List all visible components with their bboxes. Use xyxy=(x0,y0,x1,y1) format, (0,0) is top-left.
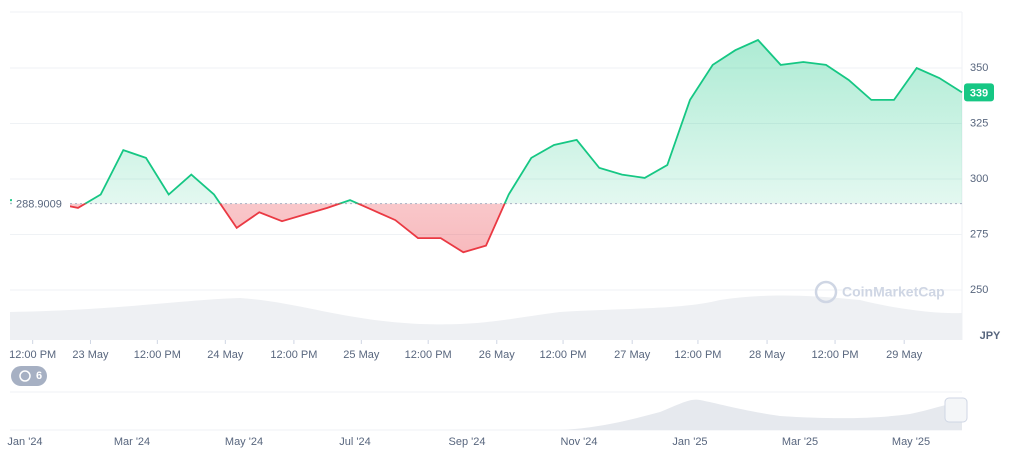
x-tick-label: 12:00 PM xyxy=(270,349,317,361)
y-tick-label: 300 xyxy=(970,173,988,185)
badge-count: 6 xyxy=(36,370,42,382)
y-tick-label: 350 xyxy=(970,62,988,74)
x-tick-label: 12:00 PM xyxy=(405,349,452,361)
navigator-label: Jul '24 xyxy=(339,436,370,448)
y-tick-label: 325 xyxy=(970,117,988,129)
x-tick-label: 27 May xyxy=(614,349,651,361)
price-badge-label: 339 xyxy=(970,87,988,99)
x-tick-label: 28 May xyxy=(749,349,786,361)
navigator-label: Sep '24 xyxy=(449,436,486,448)
navigator-label: Mar '25 xyxy=(782,436,818,448)
navigator-label: Jan '24 xyxy=(7,436,42,448)
navigator-handle[interactable] xyxy=(944,397,968,423)
badge-bg[interactable] xyxy=(11,366,47,386)
x-tick-label: 29 May xyxy=(886,349,923,361)
x-tick-label: 12:00 PM xyxy=(674,349,721,361)
baseline-label: 288.9009 xyxy=(16,199,62,211)
navigator-label: May '25 xyxy=(892,436,930,448)
y-tick-label: 250 xyxy=(970,284,988,296)
navigator-label: Jan '25 xyxy=(672,436,707,448)
x-tick-label: 12:00 PM xyxy=(134,349,181,361)
currency-label: JPY xyxy=(980,330,1001,342)
navigator-label: Nov '24 xyxy=(561,436,598,448)
navigator-area xyxy=(10,399,962,430)
watermark-logo xyxy=(814,280,838,304)
x-tick-label: 24 May xyxy=(207,349,244,361)
y-tick-label: 275 xyxy=(970,228,988,240)
navigator-label: May '24 xyxy=(225,436,263,448)
watermark: CoinMarketCap xyxy=(814,280,945,304)
price-badge xyxy=(964,83,994,102)
volume-area xyxy=(10,295,962,340)
x-tick-label: 26 May xyxy=(479,349,516,361)
x-tick-label: 12:00 PM xyxy=(812,349,859,361)
price-line xyxy=(9,38,963,254)
baseline-label-bg xyxy=(12,194,70,212)
area-down xyxy=(10,203,962,253)
watermark-text: CoinMarketCap xyxy=(842,284,945,300)
navigator-label: Mar '24 xyxy=(114,436,150,448)
x-tick-label: 25 May xyxy=(343,349,380,361)
x-tick-label: 23 May xyxy=(72,349,109,361)
area-up xyxy=(10,40,962,204)
x-tick-label: 12:00 PM xyxy=(9,349,56,361)
indicator-badge[interactable]: 6 xyxy=(11,366,47,386)
x-tick-label: 12:00 PM xyxy=(540,349,587,361)
badge-icon xyxy=(19,370,31,382)
